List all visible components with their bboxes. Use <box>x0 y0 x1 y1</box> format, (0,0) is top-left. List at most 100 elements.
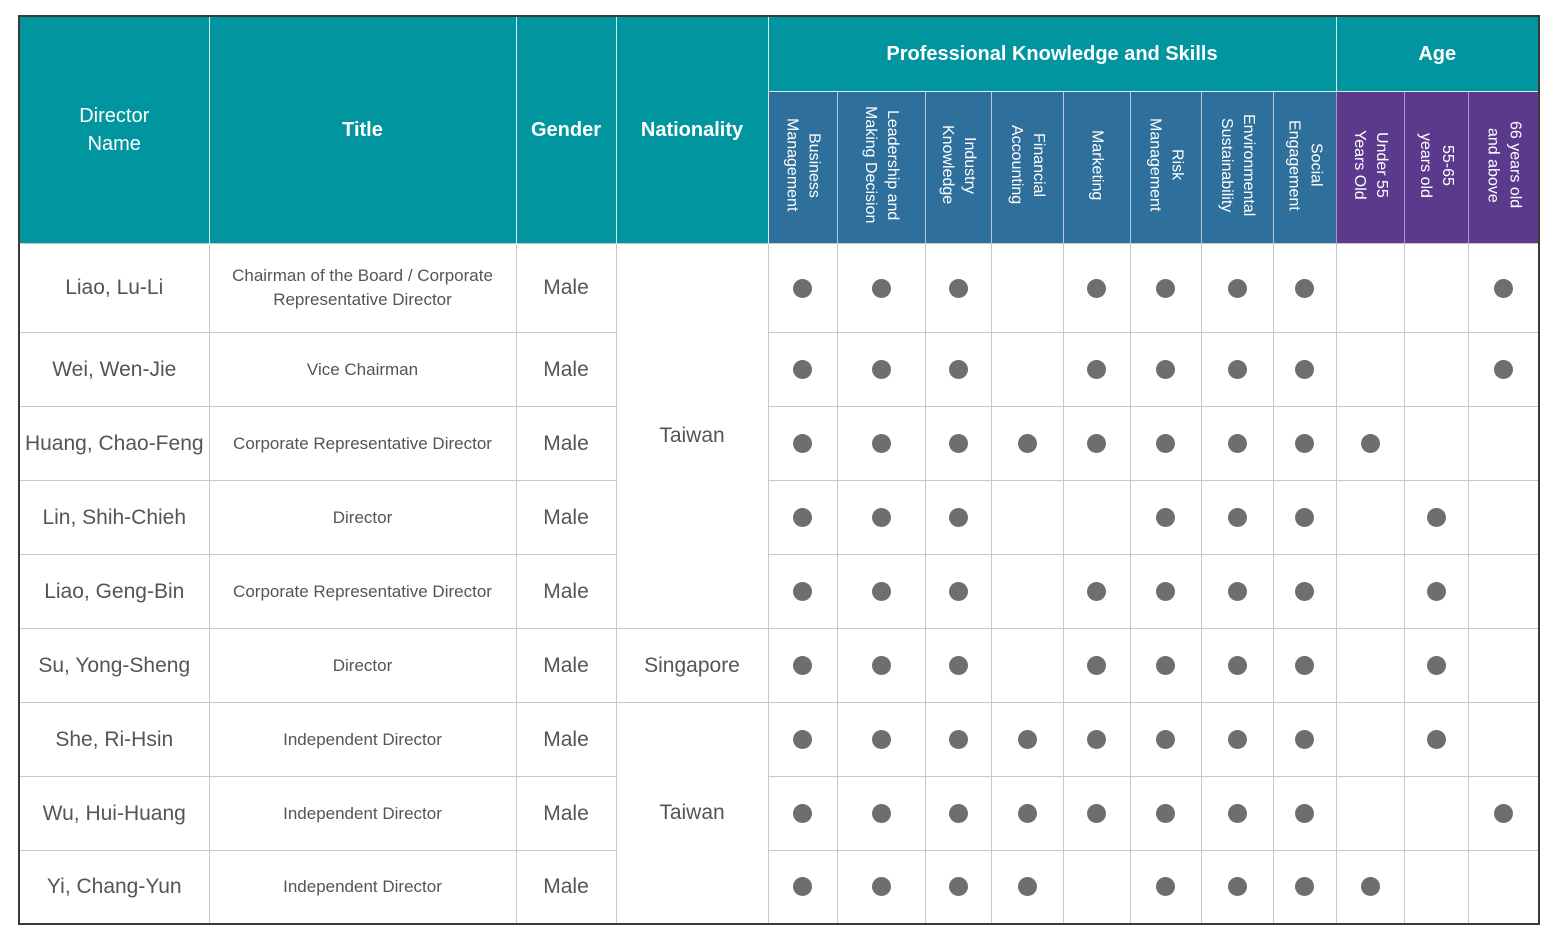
mark-cell <box>1403 554 1469 629</box>
mark-cell <box>1467 702 1540 777</box>
director-gender: Male <box>515 480 617 555</box>
header-row-sub: Business Management Leadership and Making… <box>19 91 1539 244</box>
filled-dot-icon <box>1227 508 1247 527</box>
filled-dot-icon <box>1295 804 1314 823</box>
mark-cell <box>990 406 1064 481</box>
mark-cell <box>1272 480 1337 555</box>
table-row: Wu, Hui-Huang Independent Director Male <box>18 776 1540 851</box>
mark-cell <box>1335 554 1405 629</box>
mark-cell <box>767 243 838 333</box>
filled-dot-icon <box>1017 804 1037 823</box>
mark-cell <box>1062 776 1131 851</box>
filled-dot-icon <box>1156 582 1175 601</box>
filled-dot-icon <box>871 656 891 675</box>
mark-cell <box>1467 406 1540 481</box>
mark-cell <box>1200 628 1274 703</box>
filled-dot-icon <box>948 278 968 298</box>
director-gender: Male <box>515 406 617 481</box>
mark-cell <box>1403 332 1469 407</box>
table-row: Wei, Wen-Jie Vice Chairman Male <box>18 332 1540 407</box>
mark-cell <box>836 628 926 703</box>
header-age-1: 55-65 years old <box>1403 91 1468 244</box>
mark-cell <box>1467 628 1540 703</box>
filled-dot-icon <box>1360 877 1380 897</box>
mark-cell <box>1062 628 1131 703</box>
mark-cell <box>924 406 992 481</box>
filled-dot-icon <box>793 508 812 527</box>
mark-cell <box>1129 554 1202 629</box>
mark-cell <box>1200 554 1274 629</box>
director-rows: Liao, Lu-Li Chairman of the Board / Corpo… <box>18 243 1540 924</box>
director-title-text: Independent Director <box>283 803 442 823</box>
director-title: Independent Director <box>208 776 517 851</box>
mark-cell <box>767 332 838 407</box>
filled-dot-icon <box>1426 656 1446 675</box>
director-title-text: Director <box>332 507 393 527</box>
filled-dot-icon <box>1156 804 1175 823</box>
mark-cell <box>836 480 926 555</box>
mark-cell <box>767 480 838 555</box>
filled-dot-icon <box>793 804 812 823</box>
mark-cell <box>1129 628 1202 703</box>
header-skill-label: Risk Management <box>1146 118 1186 212</box>
mark-cell <box>1129 243 1202 333</box>
filled-dot-icon <box>1227 360 1247 379</box>
mark-cell <box>1272 628 1337 703</box>
director-nationality: Taiwan <box>615 243 769 629</box>
filled-dot-icon <box>1426 730 1446 749</box>
filled-dot-icon <box>1087 582 1106 601</box>
director-gender: Male <box>515 776 617 851</box>
mark-cell <box>836 332 926 407</box>
mark-cell <box>767 702 838 777</box>
filled-dot-icon <box>1156 434 1175 453</box>
filled-dot-icon <box>871 877 891 897</box>
header-skill-5: Risk Management <box>1129 91 1201 244</box>
mark-cell <box>990 243 1064 333</box>
filled-dot-icon <box>871 434 891 453</box>
director-gender: Male <box>515 628 617 703</box>
mark-cell <box>1129 480 1202 555</box>
filled-dot-icon <box>1087 730 1106 749</box>
filled-dot-icon <box>1295 730 1314 749</box>
mark-cell <box>1272 243 1337 333</box>
director-name: Wu, Hui-Huang <box>18 776 210 851</box>
filled-dot-icon <box>948 877 968 897</box>
director-name: Liao, Lu-Li <box>18 243 210 333</box>
mark-cell <box>1062 702 1131 777</box>
mark-cell <box>1467 480 1540 555</box>
mark-cell <box>1129 702 1202 777</box>
mark-cell <box>1200 332 1274 407</box>
director-title: Corporate Representative Director <box>208 554 517 629</box>
filled-dot-icon <box>1227 434 1247 453</box>
director-gender: Male <box>515 850 617 924</box>
director-title: Independent Director <box>208 850 517 924</box>
mark-cell <box>1335 850 1405 924</box>
filled-dot-icon <box>1227 877 1247 897</box>
filled-dot-icon <box>1087 434 1106 453</box>
mark-cell <box>1062 480 1131 555</box>
mark-cell <box>924 850 992 924</box>
director-title: Chairman of the Board / Corporate Repres… <box>208 243 517 333</box>
director-name: Wei, Wen-Jie <box>18 332 210 407</box>
mark-cell <box>1335 406 1405 481</box>
director-gender: Male <box>515 554 617 629</box>
director-title-text: Corporate Representative Director <box>233 433 492 453</box>
filled-dot-icon <box>948 582 968 601</box>
director-title: Vice Chairman <box>208 332 517 407</box>
mark-cell <box>1403 406 1469 481</box>
director-title-text: Director <box>332 655 393 675</box>
mark-cell <box>1272 406 1337 481</box>
filled-dot-icon <box>1017 877 1037 897</box>
mark-cell <box>1335 480 1405 555</box>
filled-dot-icon <box>1156 730 1175 749</box>
director-title: Corporate Representative Director <box>208 406 517 481</box>
mark-cell <box>924 554 992 629</box>
mark-cell <box>1272 332 1337 407</box>
filled-dot-icon <box>1360 434 1380 453</box>
filled-dot-icon <box>948 508 968 527</box>
director-gender: Male <box>515 332 617 407</box>
mark-cell <box>1467 776 1540 851</box>
header-skill-label: Business Management <box>783 118 823 212</box>
director-title-text: Chairman of the Board / Corporate Repres… <box>232 266 493 309</box>
mark-cell <box>836 406 926 481</box>
